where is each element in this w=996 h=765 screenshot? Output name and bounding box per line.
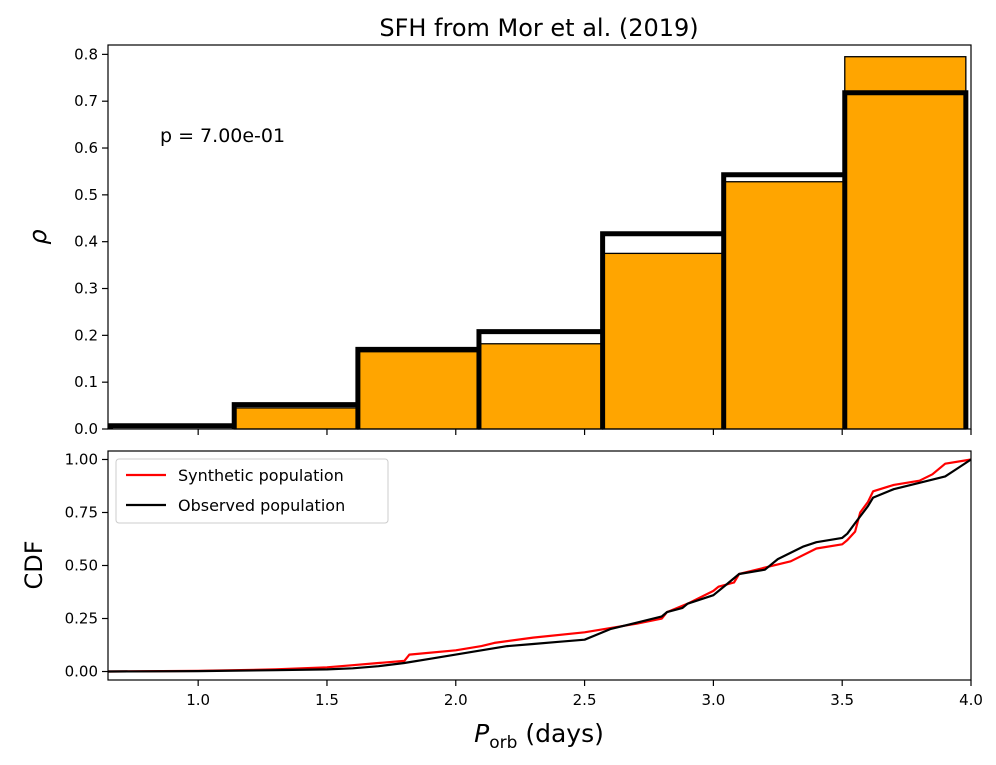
synthetic-bar — [233, 407, 359, 430]
bottom-y-tick-label: 0.75 — [65, 503, 98, 521]
legend-label-synthetic: Synthetic population — [178, 466, 344, 485]
top-axes-frame — [107, 44, 972, 430]
top-y-tick-label: 0.1 — [74, 373, 98, 391]
synthetic-bar — [723, 181, 846, 430]
bottom-x-tick-label: 4.0 — [959, 691, 983, 709]
bottom-y-tick-label: 0.25 — [65, 610, 98, 628]
x-axis-label: Porb (days) — [474, 719, 604, 753]
synthetic-cdf-line — [107, 458, 972, 673]
bottom-x-tick-label: 1.5 — [315, 691, 339, 709]
synthetic-bar — [357, 351, 480, 430]
synthetic-bar — [844, 56, 967, 430]
top-y-tick-label: 0.4 — [74, 233, 98, 251]
top-y-tick-label: 0.3 — [74, 280, 98, 298]
observed-cdf-line — [107, 458, 972, 673]
synthetic-bar — [601, 252, 725, 430]
top-y-tick-label: 0.6 — [74, 139, 98, 157]
bottom-y-axis-label: CDF — [20, 540, 48, 589]
p-value-annotation: p = 7.00e-01 — [160, 125, 285, 147]
top-y-tick-label: 0.8 — [74, 45, 98, 63]
bottom-y-tick-label: 1.00 — [65, 450, 98, 468]
bottom-y-ticks: 0.00 0.25 0.50 0.75 1.00 — [65, 450, 108, 681]
top-y-tick-label: 0.2 — [74, 326, 98, 344]
bottom-x-tick-label: 3.5 — [830, 691, 854, 709]
synthetic-bars — [233, 56, 967, 430]
cdf-lines — [107, 458, 972, 673]
bottom-panel: 0.00 0.25 0.50 0.75 1.00 1.0 1.5 2.0 2.5 3.0 3.5 4… — [20, 450, 983, 753]
bottom-x-tick-label: 2.0 — [444, 691, 468, 709]
synthetic-bar — [478, 343, 604, 430]
top-y-axis-label: ρ — [24, 229, 52, 244]
bottom-x-tick-label: 2.5 — [573, 691, 597, 709]
top-y-tick-label: 0.0 — [74, 420, 98, 438]
legend-box — [115, 458, 389, 524]
bottom-y-tick-label: 0.00 — [65, 663, 98, 681]
top-y-ticks: 0.0 0.1 0.2 0.3 0.4 0.5 0.6 0.7 0.8 — [74, 45, 108, 438]
top-y-tick-label: 0.7 — [74, 92, 98, 110]
top-y-tick-label: 0.5 — [74, 186, 98, 204]
top-x-ticks — [197, 429, 972, 435]
bottom-x-tick-label: 1.0 — [186, 691, 210, 709]
legend: Synthetic population Observed population — [115, 458, 389, 524]
bottom-x-tick-label: 3.0 — [701, 691, 725, 709]
bottom-y-tick-label: 0.50 — [65, 557, 98, 575]
top-panel: 0.0 0.1 0.2 0.3 0.4 0.5 0.6 0.7 0.8 p = 7.00e-01… — [24, 44, 972, 438]
legend-label-observed: Observed population — [178, 496, 345, 515]
chart-title: SFH from Mor et al. (2019) — [379, 14, 698, 42]
bottom-x-ticks: 1.0 1.5 2.0 2.5 3.0 3.5 4.0 — [186, 680, 983, 709]
observed-step-outline — [108, 90, 969, 429]
